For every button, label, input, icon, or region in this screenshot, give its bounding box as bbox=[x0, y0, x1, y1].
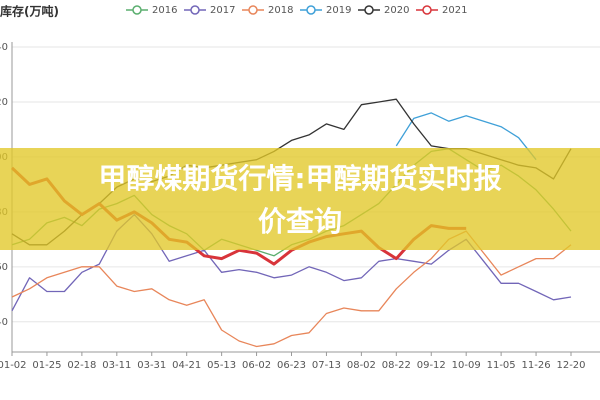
series-line bbox=[395, 112, 537, 161]
chart-title: 库存(万吨) bbox=[0, 4, 59, 19]
x-tick-label: 10-09 bbox=[452, 360, 481, 371]
legend-marker bbox=[248, 5, 258, 15]
x-tick-label: 11-26 bbox=[522, 360, 551, 371]
y-tick-label: 60 bbox=[0, 262, 8, 273]
x-tick-label: 04-21 bbox=[172, 360, 201, 371]
x-tick-label: 07-13 bbox=[312, 360, 341, 371]
x-tick-label: 09-12 bbox=[417, 360, 446, 371]
y-tick-label: 140 bbox=[0, 42, 8, 53]
y-tick-label: 120 bbox=[0, 97, 8, 108]
x-tick-label: 08-22 bbox=[382, 360, 411, 371]
banner-text: 甲醇煤期货行情:甲醇期货实时报 bbox=[98, 162, 501, 195]
legend-label: 2019 bbox=[326, 5, 351, 16]
x-tick-label: 08-02 bbox=[347, 360, 376, 371]
x-tick-label: 03-11 bbox=[102, 360, 131, 371]
legend-marker bbox=[364, 5, 374, 15]
banner bbox=[0, 148, 600, 250]
series-line bbox=[11, 213, 572, 312]
legend-label: 2017 bbox=[210, 5, 235, 16]
legend-marker bbox=[132, 5, 142, 15]
x-tick-label: 11-05 bbox=[487, 360, 516, 371]
x-tick-label: 12-20 bbox=[556, 360, 585, 371]
x-tick-label: 06-23 bbox=[277, 360, 306, 371]
legend-marker bbox=[306, 5, 316, 15]
banner-text: 价查询 bbox=[258, 205, 342, 238]
x-tick-label: 01-02 bbox=[0, 360, 27, 371]
x-tick-label: 03-31 bbox=[137, 360, 166, 371]
legend-marker bbox=[190, 5, 200, 15]
x-tick-label: 02-18 bbox=[67, 360, 96, 371]
x-tick-label: 01-25 bbox=[32, 360, 61, 371]
legend-marker bbox=[422, 5, 432, 15]
legend-label: 2020 bbox=[384, 5, 409, 16]
x-tick-label: 05-13 bbox=[207, 360, 236, 371]
legend-label: 2018 bbox=[268, 5, 293, 16]
legend-label: 2016 bbox=[152, 5, 177, 16]
y-tick-label: 40 bbox=[0, 317, 8, 328]
x-tick-label: 06-02 bbox=[242, 360, 271, 371]
legend-label: 2021 bbox=[442, 5, 467, 16]
